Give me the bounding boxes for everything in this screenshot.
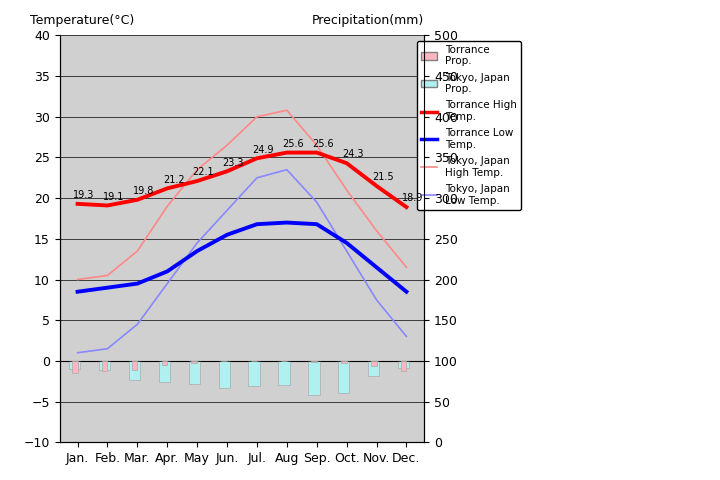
Bar	[341, 361, 346, 363]
Bar	[248, 361, 260, 386]
Text: 19.3: 19.3	[73, 190, 94, 200]
Bar	[132, 361, 138, 371]
Text: Temperature(°C): Temperature(°C)	[30, 14, 135, 27]
Bar	[129, 361, 140, 380]
Legend: Torrance
Prop., Tokyo, Japan
Prop., Torrance High
Temp., Torrance Low
Temp., Tok: Torrance Prop., Tokyo, Japan Prop., Torr…	[417, 41, 521, 210]
Bar	[99, 361, 110, 370]
Bar	[102, 361, 107, 372]
Text: 18.9: 18.9	[402, 193, 423, 204]
Bar	[368, 361, 379, 376]
Bar	[308, 361, 320, 395]
Bar	[338, 361, 349, 393]
Bar	[69, 361, 81, 369]
Bar	[189, 361, 200, 384]
Text: Precipitation(mm): Precipitation(mm)	[312, 14, 424, 27]
Text: 25.6: 25.6	[282, 139, 304, 149]
Text: 21.2: 21.2	[163, 175, 184, 185]
Text: 24.9: 24.9	[253, 144, 274, 155]
Bar	[219, 361, 230, 388]
Bar	[371, 361, 377, 366]
Text: 22.1: 22.1	[193, 168, 215, 178]
Bar	[398, 361, 409, 368]
Text: 19.1: 19.1	[103, 192, 125, 202]
Bar	[279, 361, 289, 385]
Text: 21.5: 21.5	[372, 172, 394, 182]
Bar	[158, 361, 170, 382]
Bar	[72, 361, 78, 373]
Bar	[401, 361, 406, 372]
Bar	[311, 361, 317, 362]
Text: 24.3: 24.3	[342, 149, 364, 159]
Text: 19.8: 19.8	[133, 186, 154, 196]
Bar	[192, 361, 197, 363]
Bar	[161, 361, 167, 365]
Text: 23.3: 23.3	[222, 157, 244, 168]
Text: 25.6: 25.6	[312, 139, 334, 149]
